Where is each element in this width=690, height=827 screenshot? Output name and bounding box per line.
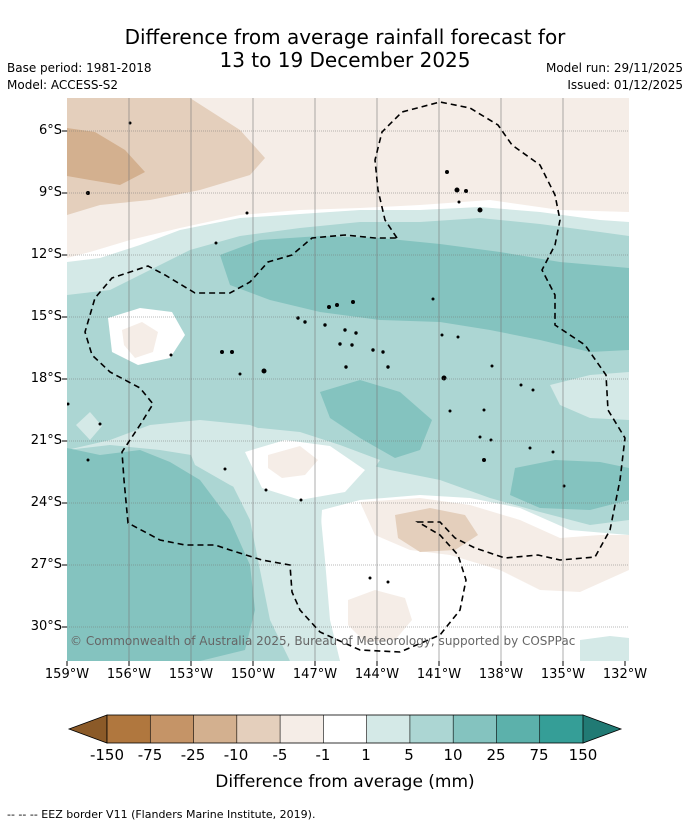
eez-legend: -- -- -- EEZ border V11 (Flanders Marine… (7, 808, 316, 821)
meridians (128, 98, 564, 661)
issued-date: Issued: 01/12/2025 (567, 78, 683, 92)
copyright-credit: © Commonwealth of Australia 2025, Bureau… (70, 634, 576, 648)
lat-label: 30°S (30, 619, 62, 634)
colorbar-label: -10 (223, 746, 249, 764)
wet-light-south (265, 508, 340, 661)
lon-label: 135°W (540, 667, 586, 682)
lon-label: 138°W (478, 667, 524, 682)
colorbar-swatch (453, 715, 497, 743)
title-line-2: 13 to 19 December 2025 (219, 48, 471, 72)
model-run: Model run: 29/11/2025 (545, 61, 683, 75)
lat-label: 27°S (30, 557, 62, 572)
lon-label: 141°W (416, 667, 462, 682)
colorbar-swatch (236, 715, 281, 743)
colorbar-over-arrow (582, 714, 623, 744)
colorbar-label: -25 (180, 746, 206, 764)
lat-label: 18°S (30, 371, 62, 386)
colorbar-label: 5 (404, 746, 414, 764)
colorbar-under-arrow (67, 714, 108, 744)
colorbar-swatch (366, 715, 411, 743)
lat-label: 21°S (30, 433, 62, 448)
lon-label: 159°W (44, 667, 90, 682)
lon-label: 132°W (602, 667, 648, 682)
lat-label: 6°S (38, 123, 62, 138)
colorbar-swatch (193, 715, 238, 743)
colorbar (67, 714, 623, 744)
colorbar-swatch (150, 715, 195, 743)
map-fields (67, 98, 629, 661)
base-period: Base period: 1981-2018 (7, 61, 152, 75)
colorbar-swatch (496, 715, 541, 743)
wet-core-southwest (67, 448, 255, 661)
gridlines (67, 130, 629, 628)
lat-label: 24°S (30, 495, 62, 510)
colorbar-frame (106, 714, 584, 744)
wet-field-3-east (510, 460, 629, 510)
colorbar-swatch (539, 715, 584, 743)
lon-label: 147°W (292, 667, 338, 682)
colorbar-label: -75 (137, 746, 163, 764)
dry-band-north-2 (67, 98, 265, 215)
eez-borders (84, 101, 626, 653)
colorbar-label: -1 (315, 746, 331, 764)
colorbar-label: 150 (568, 746, 598, 764)
colorbar-swatch (280, 715, 324, 743)
model-name: Model: ACCESS-S2 (7, 78, 119, 92)
colorbar-label: 10 (443, 746, 463, 764)
dry-central (268, 446, 318, 478)
colorbar-label: 25 (486, 746, 506, 764)
wet-southeast-corner (580, 636, 629, 661)
colorbar-label: 1 (361, 746, 371, 764)
axis-ticks (62, 130, 626, 666)
dry-south-core (395, 508, 478, 552)
lon-label: 156°W (106, 667, 152, 682)
wet-field-3-north (220, 236, 629, 352)
lat-label: 12°S (30, 247, 62, 262)
colorbar-swatch (323, 715, 368, 743)
colorbar-label: -150 (89, 746, 125, 764)
colorbar-swatch (107, 715, 151, 743)
colorbar-title: Difference from average (mm) (215, 772, 475, 792)
dry-south-patch (348, 590, 412, 642)
colorbar-label: -5 (272, 746, 288, 764)
wet-light-west-patch (76, 412, 102, 440)
lon-label: 153°W (168, 667, 214, 682)
dry-core-north (67, 128, 145, 185)
lat-label: 9°S (38, 185, 62, 200)
wet-field-3-mid (320, 380, 432, 458)
dry-pocket-west (122, 322, 158, 358)
wet-light-east (550, 372, 629, 420)
lon-label: 150°W (230, 667, 276, 682)
colorbar-label: 75 (529, 746, 549, 764)
lon-label: 144°W (354, 667, 400, 682)
colorbar-swatch (409, 715, 454, 743)
title-line-1: Difference from average rainfall forecas… (124, 25, 566, 49)
lat-label: 15°S (30, 309, 62, 324)
